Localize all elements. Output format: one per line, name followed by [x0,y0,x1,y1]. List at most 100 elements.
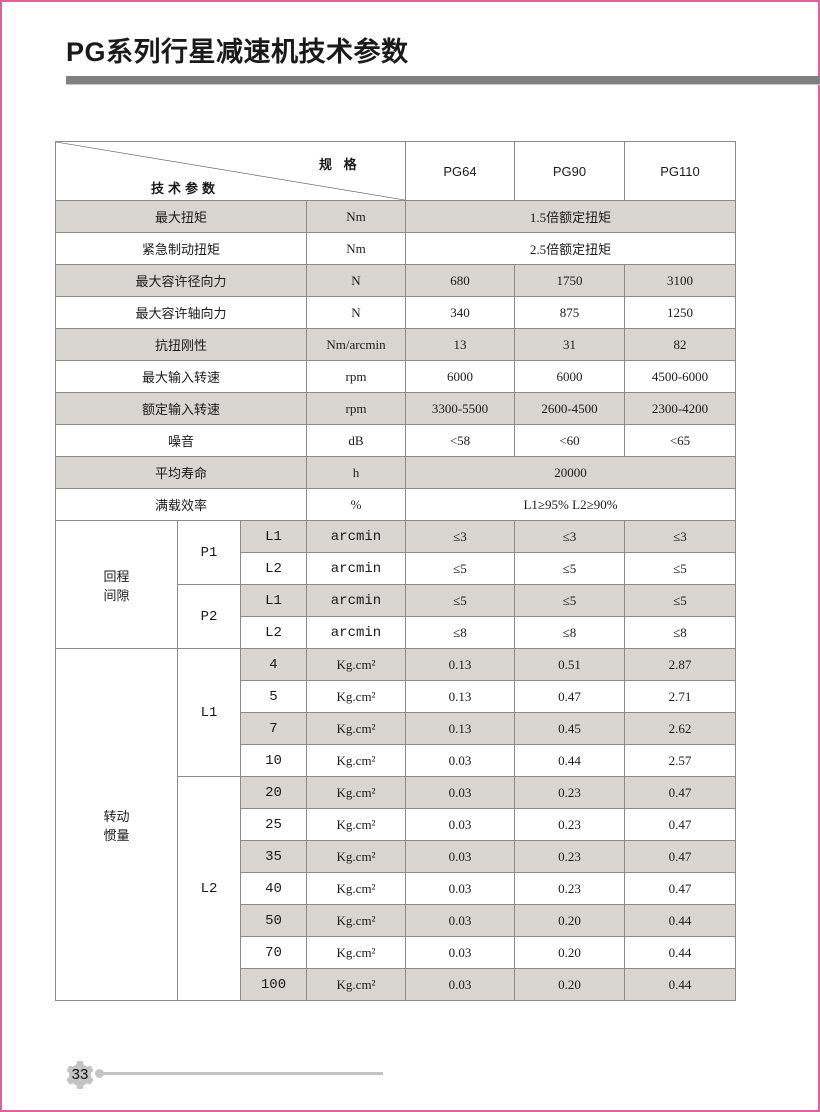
value-cell-pg90: 0.47 [514,680,625,713]
page-number: 33 [71,1066,89,1083]
param-label: 最大输入转速 [55,360,307,393]
table-row: 最大扭矩 Nm 1.5倍额定扭矩 [55,200,736,233]
value-cell-pg110: 0.44 [624,968,736,1001]
table-row: 最大输入转速 rpm 6000 6000 4500-6000 [55,360,736,393]
page-title: PG系列行星减速机技术参数 [66,37,409,67]
unit-cell: N [306,264,406,297]
unit-cell: Kg.cm² [306,808,406,841]
stage-cell: L1 [240,520,307,553]
param-label: 最大扭矩 [55,200,307,233]
table-row: 100 Kg.cm² 0.03 0.20 0.44 [56,968,736,1001]
unit-cell: dB [306,424,406,457]
value-cell-pg64: 680 [405,264,515,297]
value-cell-pg90: 6000 [514,360,625,393]
backlash-label: 回程 间隙 [55,520,178,649]
value-cell-pg110: 0.47 [624,776,736,809]
table-row: 70 Kg.cm² 0.03 0.20 0.44 [56,936,736,969]
precision-grade-label: P2 [177,584,241,649]
merged-value-cell: 20000 [405,456,736,489]
value-cell-pg64: ≤8 [405,616,515,649]
table-row: L2 20 Kg.cm² 0.03 0.23 0.47 [56,776,736,1001]
value-cell-pg64: ≤3 [405,520,515,553]
table-row: 紧急制动扭矩 Nm 2.5倍额定扭矩 [55,232,736,265]
unit-cell: arcmin [306,584,406,617]
value-cell-pg64: 0.13 [405,680,515,713]
value-cell-pg64: 0.03 [405,936,515,969]
value-cell-pg64: 340 [405,296,515,329]
param-label: 满载效率 [55,488,307,521]
ratio-cell: 7 [240,712,307,745]
value-cell-pg110: <65 [624,424,736,457]
table-row: 噪音 dB <58 <60 <65 [55,424,736,457]
value-cell-pg110: 0.47 [624,808,736,841]
table-row: 满载效率% L1≥95% L2≥90% [55,488,736,521]
diagonal-line [56,142,405,200]
value-cell-pg64: 0.03 [405,840,515,873]
diagonal-header-cell: 规 格 技术参数 [55,141,406,201]
table-header-row: 规 格 技术参数 PG64 PG90 PG110 [55,141,736,201]
value-cell-pg110: ≤5 [624,552,736,585]
value-cell-pg90: 0.51 [514,648,625,681]
value-cell-pg64: 0.03 [405,744,515,777]
value-cell-pg110: 0.44 [624,904,736,937]
spec-header-label: 规 格 [319,157,361,172]
table-row: 回程 间隙 P1 L1 arcmin ≤3 ≤3 ≤3 [55,520,736,649]
table-row: 平均寿命 h 20000 [55,456,736,489]
stage-cell: L1 [240,584,307,617]
value-cell-pg110: ≤8 [624,616,736,649]
model-header-pg64: PG64 [405,141,515,201]
value-cell-pg90: ≤5 [514,552,625,585]
table-row: 额定输入转速 rpm 3300-5500 2600-4500 2300-4200 [55,392,736,425]
value-cell-pg110: ≤5 [624,584,736,617]
unit-cell: arcmin [306,552,406,585]
value-cell-pg90: 2600-4500 [514,392,625,425]
ratio-cell: 25 [240,808,307,841]
value-cell-pg110: 0.47 [624,872,736,905]
merged-value-cell: 1.5倍额定扭矩 [405,200,736,233]
value-cell-pg90: 31 [514,328,625,361]
value-cell-pg90: 0.44 [514,744,625,777]
unit-cell: Kg.cm² [306,968,406,1001]
ratio-cell: 100 [240,968,307,1001]
unit-cell: Kg.cm² [306,840,406,873]
table-row: 抗扭刚性 Nm/arcmin 13 31 82 [55,328,736,361]
footer-line [98,1072,383,1075]
value-cell-pg110: 82 [624,328,736,361]
value-cell-pg90: 0.20 [514,904,625,937]
value-cell-pg110: 4500-6000 [624,360,736,393]
table-row: 25 Kg.cm² 0.03 0.23 0.47 [56,808,736,841]
table-row: 最大容许轴向力 N 340 875 1250 [55,296,736,329]
param-label: 最大容许轴向力 [55,296,307,329]
ratio-cell: 5 [240,680,307,713]
spec-table: 规 格 技术参数 PG64 PG90 PG110 最大扭矩 Nm 1.5倍额定扭矩紧… [55,141,736,1001]
value-cell-pg110: 2300-4200 [624,392,736,425]
value-cell-pg90: 0.23 [514,840,625,873]
ratio-cell: 70 [240,936,307,969]
model-header-pg90: PG90 [514,141,625,201]
ratio-cell: 35 [240,840,307,873]
value-cell-pg64: 0.13 [405,648,515,681]
value-cell-pg64: 3300-5500 [405,392,515,425]
unit-cell: % [306,488,406,521]
stage-group-label: L1 [177,648,241,777]
value-cell-pg64: ≤5 [405,584,515,617]
param-label: 紧急制动扭矩 [55,232,307,265]
unit-cell: Kg.cm² [306,744,406,777]
ratio-cell: 40 [240,872,307,905]
value-cell-pg110: 2.71 [624,680,736,713]
value-cell-pg90: ≤3 [514,520,625,553]
stage-cell: L2 [240,616,307,649]
value-cell-pg90: 0.20 [514,968,625,1001]
value-cell-pg90: 0.23 [514,808,625,841]
stage-group-label: L2 [177,776,241,1001]
unit-cell: arcmin [306,520,406,553]
value-cell-pg90: <60 [514,424,625,457]
merged-value-cell: 2.5倍额定扭矩 [405,232,736,265]
page-number-badge: 33 [65,1060,95,1090]
table-row: L2 arcmin ≤8 ≤8 ≤8 [56,616,736,649]
unit-cell: Kg.cm² [306,776,406,809]
merged-value-cell: L1≥95% L2≥90% [405,488,736,521]
unit-cell: Nm [306,232,406,265]
value-cell-pg90: ≤5 [514,584,625,617]
param-label: 最大容许径向力 [55,264,307,297]
